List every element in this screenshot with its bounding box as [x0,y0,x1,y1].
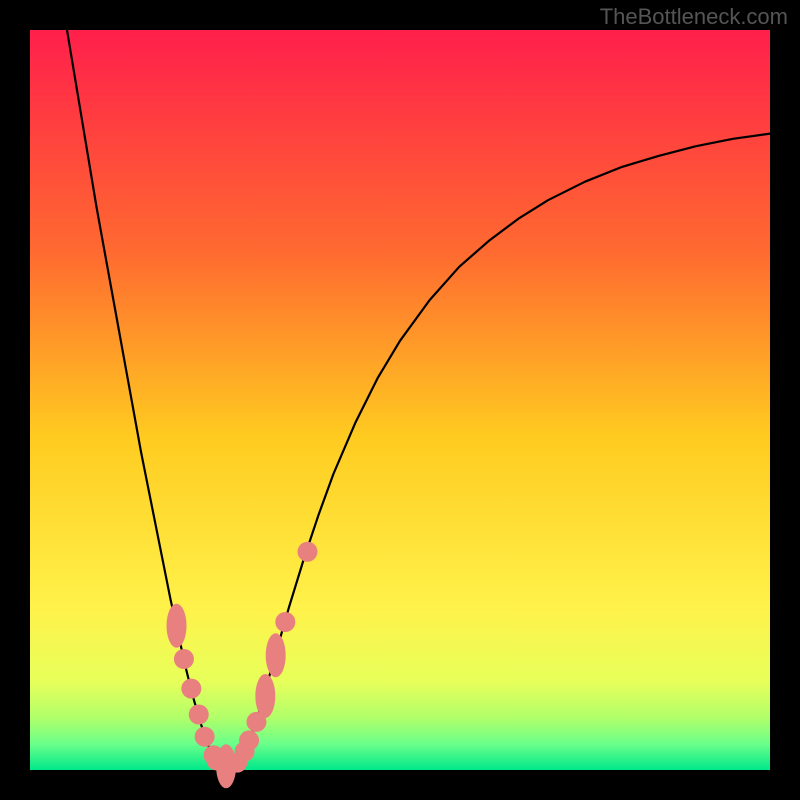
bottleneck-chart [0,0,800,800]
data-marker [255,674,275,718]
data-marker [167,604,187,648]
data-marker [181,679,201,699]
plot-background [30,30,770,770]
data-marker [266,633,286,677]
data-marker [298,542,318,562]
data-marker [275,612,295,632]
data-marker [195,727,215,747]
data-marker [239,730,259,750]
data-marker [189,705,209,725]
chart-container: TheBottleneck.com [0,0,800,800]
watermark-text: TheBottleneck.com [600,4,788,30]
data-marker [174,649,194,669]
